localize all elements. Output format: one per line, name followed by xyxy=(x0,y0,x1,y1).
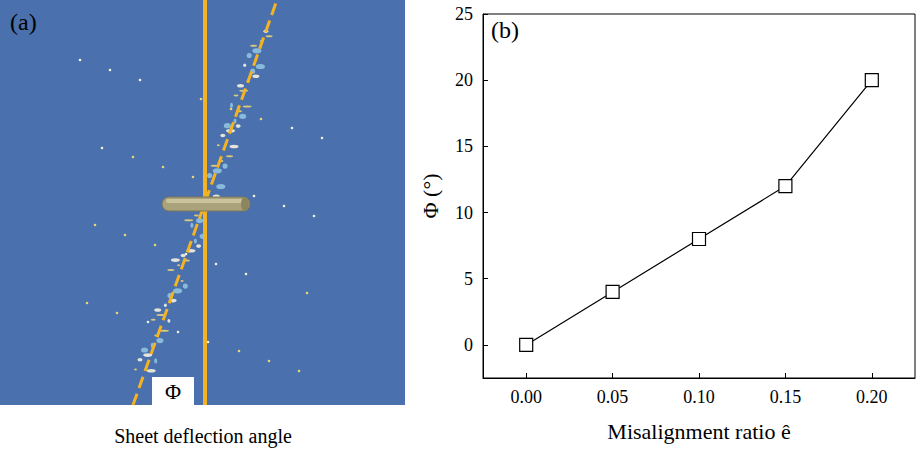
svg-text:Misalignment ratio ê: Misalignment ratio ê xyxy=(607,419,790,444)
svg-text:Φ: Φ xyxy=(165,379,181,404)
svg-text:5: 5 xyxy=(464,269,473,289)
svg-text:(a): (a) xyxy=(10,9,37,35)
svg-text:0: 0 xyxy=(464,335,473,355)
svg-text:0.15: 0.15 xyxy=(770,387,802,407)
svg-text:Φ (°): Φ (°) xyxy=(418,173,443,218)
svg-text:Sheet deflection angle: Sheet deflection angle xyxy=(114,425,292,448)
svg-text:0.05: 0.05 xyxy=(597,387,629,407)
svg-text:0.00: 0.00 xyxy=(510,387,542,407)
svg-text:20: 20 xyxy=(455,70,473,90)
svg-text:0.10: 0.10 xyxy=(683,387,715,407)
svg-text:0.20: 0.20 xyxy=(856,387,888,407)
svg-text:(b): (b) xyxy=(491,17,519,43)
svg-text:25: 25 xyxy=(455,4,473,24)
svg-text:15: 15 xyxy=(455,136,473,156)
svg-text:10: 10 xyxy=(455,203,473,223)
